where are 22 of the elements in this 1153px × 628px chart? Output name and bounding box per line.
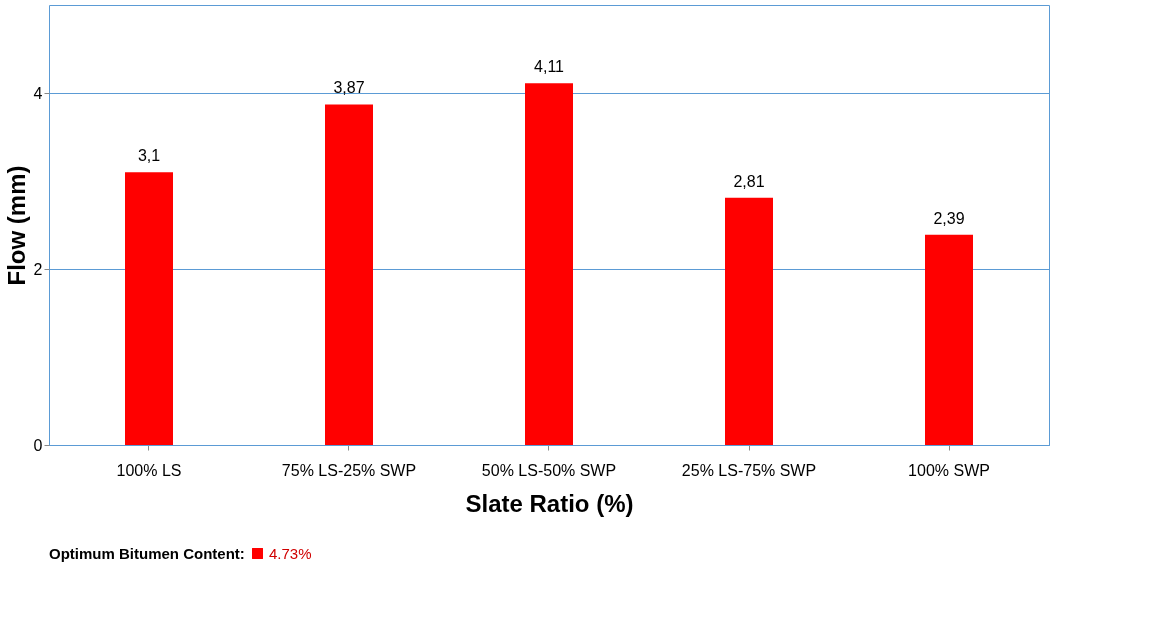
bar bbox=[925, 234, 973, 445]
legend-label: 4.73% bbox=[269, 544, 312, 562]
y-tick-label: 4 bbox=[33, 84, 43, 102]
x-tick-label: 50% LS-50% SWP bbox=[481, 461, 617, 479]
bar bbox=[525, 83, 573, 445]
x-tick-label: 100% LS bbox=[116, 461, 182, 479]
x-axis-title: Slate Ratio (%) bbox=[465, 489, 634, 517]
legend-title: Optimum Bitumen Content: bbox=[49, 545, 245, 562]
x-tick-label: 25% LS-75% SWP bbox=[681, 461, 817, 479]
y-tick-label: 0 bbox=[33, 436, 43, 454]
data-label: 3,1 bbox=[137, 147, 161, 165]
data-label: 3,87 bbox=[333, 79, 365, 97]
y-tick-label: 2 bbox=[33, 260, 43, 278]
bar bbox=[125, 172, 173, 445]
data-label: 2,81 bbox=[733, 172, 765, 190]
x-tick-label: 75% LS-25% SWP bbox=[281, 461, 417, 479]
bar bbox=[325, 104, 373, 445]
bar bbox=[725, 197, 773, 445]
data-label: 2,39 bbox=[933, 209, 965, 227]
x-tick-label: 100% SWP bbox=[908, 461, 990, 479]
y-axis-title: Flow (mm) bbox=[2, 165, 30, 286]
data-label: 4,11 bbox=[534, 58, 565, 76]
